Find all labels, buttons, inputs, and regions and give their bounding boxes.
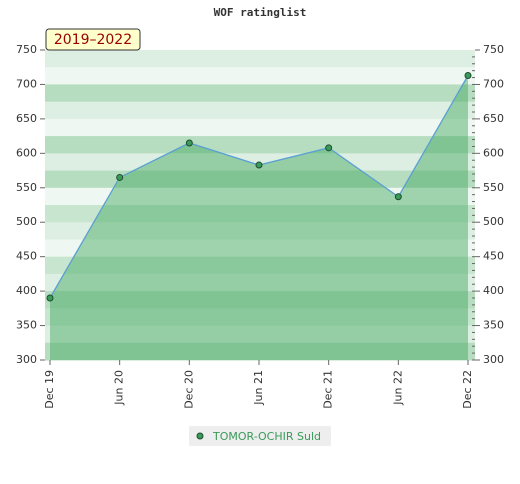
legend-label: TOMOR-OCHIR Suld xyxy=(212,430,321,443)
y-tick-label: 450 xyxy=(16,250,37,263)
y-tick-label: 650 xyxy=(16,112,37,125)
y2-tick-label: 500 xyxy=(483,215,504,228)
band xyxy=(45,239,475,258)
y-tick-label: 750 xyxy=(16,43,37,56)
y2-tick-label: 350 xyxy=(483,319,504,332)
y-tick-label: 550 xyxy=(16,181,37,194)
y-tick-label: 700 xyxy=(16,77,37,90)
x-tick-label: Dec 19 xyxy=(43,370,56,409)
band xyxy=(45,84,475,103)
band xyxy=(45,256,475,275)
y-tick-label: 500 xyxy=(16,215,37,228)
legend xyxy=(189,426,331,446)
band xyxy=(45,67,475,85)
x-tick-label: Jun 20 xyxy=(113,370,126,406)
y2-tick-label: 600 xyxy=(483,146,504,159)
y-tick-label: 600 xyxy=(16,146,37,159)
y2-tick-label: 450 xyxy=(483,250,504,263)
y2-tick-label: 300 xyxy=(483,353,504,366)
band xyxy=(45,342,475,361)
point xyxy=(464,71,472,79)
annotation-box xyxy=(45,28,141,51)
y2-tick-label: 550 xyxy=(483,181,504,194)
band xyxy=(45,101,475,120)
point xyxy=(116,173,124,181)
band xyxy=(45,136,475,154)
point xyxy=(394,193,402,201)
band xyxy=(45,273,475,292)
band xyxy=(45,291,475,309)
y2-tick-label: 650 xyxy=(483,112,504,125)
annotation: 2019–2022 xyxy=(54,32,132,48)
plot xyxy=(46,71,472,360)
y-tick-label: 350 xyxy=(16,319,37,332)
x-tick-label: Jun 22 xyxy=(391,370,404,406)
chart-title: WOF ratinglist xyxy=(214,6,307,19)
band xyxy=(45,50,475,68)
x-tick-label: Dec 21 xyxy=(322,370,335,409)
y2-tick-label: 400 xyxy=(483,284,504,297)
x-tick-label: Jun 21 xyxy=(252,370,265,406)
band xyxy=(45,118,475,137)
band xyxy=(45,325,475,344)
band xyxy=(45,308,475,327)
band xyxy=(45,222,475,240)
area xyxy=(50,75,468,360)
band xyxy=(45,187,475,206)
y-tick-label: 400 xyxy=(16,284,37,297)
y2-tick-label: 750 xyxy=(483,43,504,56)
x-tick-label: Dec 20 xyxy=(182,370,195,409)
legend-marker xyxy=(196,432,204,440)
y-tick-label: 300 xyxy=(16,353,37,366)
x-tick-label: Dec 22 xyxy=(461,370,474,409)
point xyxy=(255,161,263,169)
point xyxy=(185,139,193,147)
band xyxy=(45,205,475,223)
point xyxy=(325,144,333,152)
y2-tick-label: 700 xyxy=(483,77,504,90)
point xyxy=(46,294,54,302)
